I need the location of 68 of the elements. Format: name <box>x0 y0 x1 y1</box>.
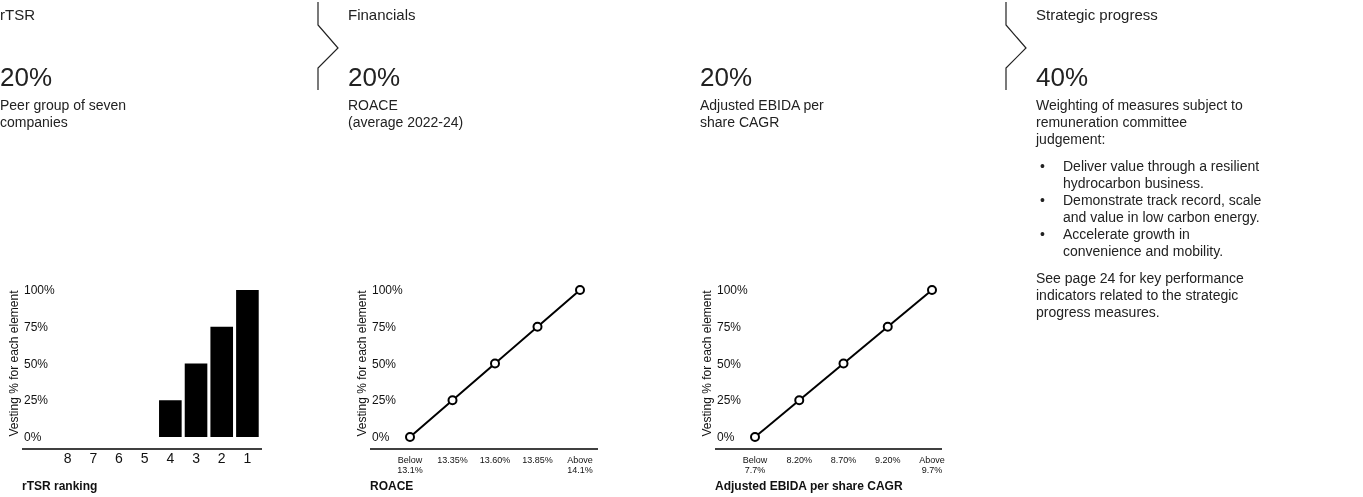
bar <box>184 363 208 437</box>
x-axis-title: ROACE <box>370 479 414 493</box>
point <box>490 358 500 369</box>
x-tick-label: 4 <box>166 450 175 466</box>
x-tick-label: 7 <box>89 450 98 466</box>
point <box>532 321 543 332</box>
x-tick-label: 13.85% <box>522 455 553 465</box>
point <box>838 358 849 369</box>
chart-subtitle: 20% <box>0 62 53 92</box>
y-tick-label: 100% <box>24 283 56 298</box>
y-tick-label: 100% <box>372 283 404 298</box>
y-tick-label: 25% <box>717 393 742 408</box>
point <box>405 432 415 442</box>
x-axis-title: Adjusted EBIDA per share CAGR <box>715 479 903 493</box>
point <box>575 285 585 295</box>
bar <box>236 290 259 437</box>
x-tick-label: 2 <box>217 450 226 466</box>
y-tick-label: 25% <box>24 393 49 408</box>
y-tick-label: 75% <box>24 319 49 334</box>
y-tick-label: 75% <box>372 319 397 334</box>
y-tick-label: 50% <box>372 356 397 371</box>
point <box>794 395 805 406</box>
text: Peer group of seven companies <box>0 97 127 130</box>
text: ROACE (average 2022-24) <box>348 97 464 130</box>
text: Strategic progress <box>1036 6 1158 23</box>
y-axis-title: Vesting % for each element <box>700 289 715 437</box>
point <box>447 395 458 406</box>
chart-subtitle: 20% <box>348 62 401 92</box>
x-tick-label: 8 <box>63 450 72 466</box>
x-tick-label: Above 14.1% <box>567 455 593 475</box>
chart-title: Financials <box>348 6 416 23</box>
y-tick-label: 0% <box>717 430 735 445</box>
text: See page 24 for key performance indicators related to the strategic progress measures. <box>1036 270 1245 320</box>
point <box>882 321 893 332</box>
x-tick-label: 6 <box>115 450 124 466</box>
x-tick-label: 3 <box>192 450 201 466</box>
x-tick-label: Above 9.7% <box>919 455 945 475</box>
text: • Demonstrate track record, scale and value in low carbon energy. <box>1040 192 1262 225</box>
x-axis-title: rTSR ranking <box>22 479 98 493</box>
x-tick-label: 8.70% <box>830 455 857 465</box>
y-tick-label: 50% <box>24 356 49 371</box>
y-axis-title: Vesting % for each element <box>355 289 370 437</box>
y-tick-label: 100% <box>717 283 749 298</box>
y-tick-label: 0% <box>372 430 390 445</box>
x-tick-label: 13.60% <box>479 455 511 465</box>
y-tick-label: 0% <box>24 430 42 445</box>
bar <box>159 400 182 437</box>
text: Weighting of measures subject to remuneration committee judgement: <box>1035 97 1243 147</box>
x-tick-label: 5 <box>140 450 149 466</box>
text: • Accelerate growth in convenience and mobility. <box>1040 226 1224 259</box>
x-tick-label: 9.20% <box>874 455 901 465</box>
x-tick-label: 8.20% <box>786 455 813 465</box>
x-tick-label: Below 13.1% <box>397 455 423 475</box>
x-tick-label: Below 7.7% <box>742 455 768 475</box>
x-tick-label: 13.35% <box>437 455 468 465</box>
y-tick-label: 25% <box>372 393 397 408</box>
point <box>927 285 937 295</box>
text: • Deliver value through a resilient hydrocarbon business. <box>1040 158 1260 191</box>
text: Adjusted EBIDA per share CAGR <box>700 97 825 130</box>
x-tick-label: 1 <box>243 450 252 466</box>
y-tick-label: 50% <box>717 356 742 371</box>
bar <box>210 326 234 437</box>
y-tick-label: 75% <box>717 319 742 334</box>
y-axis-title: Vesting % for each element <box>7 289 22 437</box>
chart-subtitle: 20% <box>700 62 753 92</box>
chart-title: rTSR <box>0 6 36 23</box>
text: 40% <box>1036 62 1089 92</box>
point <box>750 432 760 442</box>
